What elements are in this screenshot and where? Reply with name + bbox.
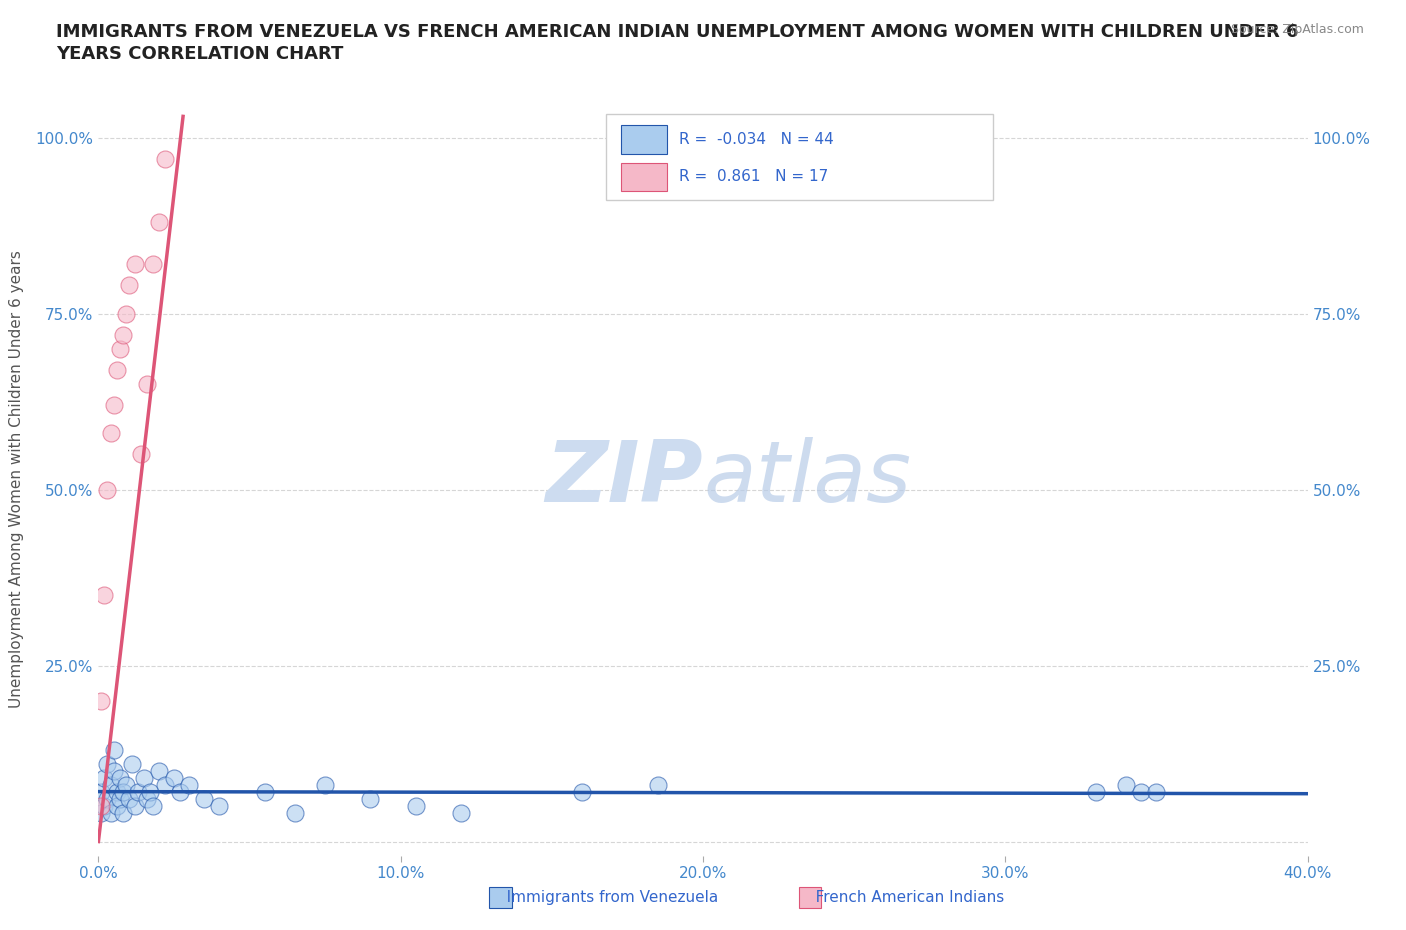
Point [142, 257, 165, 272]
Point [129, 447, 152, 462]
Y-axis label: Unemployment Among Women with Children Under 6 years: Unemployment Among Women with Children U… [10, 250, 24, 708]
Point [1130, 785, 1153, 800]
Text: R =  0.861   N = 17: R = 0.861 N = 17 [679, 169, 828, 184]
Point [114, 306, 136, 321]
Point [105, 799, 128, 814]
Point [132, 771, 155, 786]
Point [103, 742, 125, 757]
Point [96, 791, 118, 806]
Point [100, 777, 122, 792]
Point [96, 482, 118, 497]
Point [111, 785, 134, 800]
Point [142, 799, 165, 814]
Point [314, 777, 336, 792]
Bar [621, 125, 666, 153]
Text: Immigrants from Venezuela: Immigrants from Venezuela [492, 890, 718, 905]
Point [93, 588, 115, 603]
Point [100, 426, 122, 441]
Point [284, 806, 307, 821]
Point [93, 799, 115, 814]
Point [96, 757, 118, 772]
Point [108, 791, 131, 806]
Point [1085, 785, 1108, 800]
Point [163, 771, 186, 786]
Point [253, 785, 276, 800]
Point [90, 806, 112, 821]
Point [90, 799, 112, 814]
Point [111, 327, 134, 342]
Point [135, 377, 157, 392]
Text: YEARS CORRELATION CHART: YEARS CORRELATION CHART [56, 45, 343, 62]
Text: French American Indians: French American Indians [801, 890, 1005, 905]
Point [450, 806, 472, 821]
Point [208, 799, 231, 814]
Text: atlas: atlas [703, 437, 911, 521]
Point [124, 799, 146, 814]
Point [105, 363, 128, 378]
Point [121, 757, 143, 772]
Point [103, 764, 125, 778]
Point [148, 215, 170, 230]
Point [169, 785, 191, 800]
Point [111, 806, 134, 821]
Point [193, 791, 215, 806]
Point [153, 152, 176, 166]
Point [360, 791, 382, 806]
Point [90, 785, 112, 800]
Point [571, 785, 593, 800]
Bar [621, 163, 666, 192]
Bar [799, 887, 821, 908]
Bar [489, 887, 512, 908]
Point [127, 785, 149, 800]
Point [1115, 777, 1137, 792]
Point [105, 785, 128, 800]
Text: R =  -0.034   N = 44: R = -0.034 N = 44 [679, 132, 834, 147]
Point [93, 771, 115, 786]
Point [118, 791, 141, 806]
Text: ZIP: ZIP [546, 437, 703, 521]
Point [100, 806, 122, 821]
Point [153, 777, 176, 792]
Point [405, 799, 427, 814]
Point [108, 771, 131, 786]
Point [103, 398, 125, 413]
Text: Source: ZipAtlas.com: Source: ZipAtlas.com [1230, 23, 1364, 36]
Point [135, 791, 157, 806]
Point [1144, 785, 1167, 800]
Point [647, 777, 669, 792]
Point [108, 341, 131, 356]
Point [118, 278, 141, 293]
FancyBboxPatch shape [606, 113, 993, 200]
Point [179, 777, 201, 792]
Point [114, 777, 136, 792]
Point [124, 257, 146, 272]
Point [90, 693, 112, 708]
Text: IMMIGRANTS FROM VENEZUELA VS FRENCH AMERICAN INDIAN UNEMPLOYMENT AMONG WOMEN WIT: IMMIGRANTS FROM VENEZUELA VS FRENCH AMER… [56, 23, 1299, 41]
Point [148, 764, 170, 778]
Point [139, 785, 162, 800]
